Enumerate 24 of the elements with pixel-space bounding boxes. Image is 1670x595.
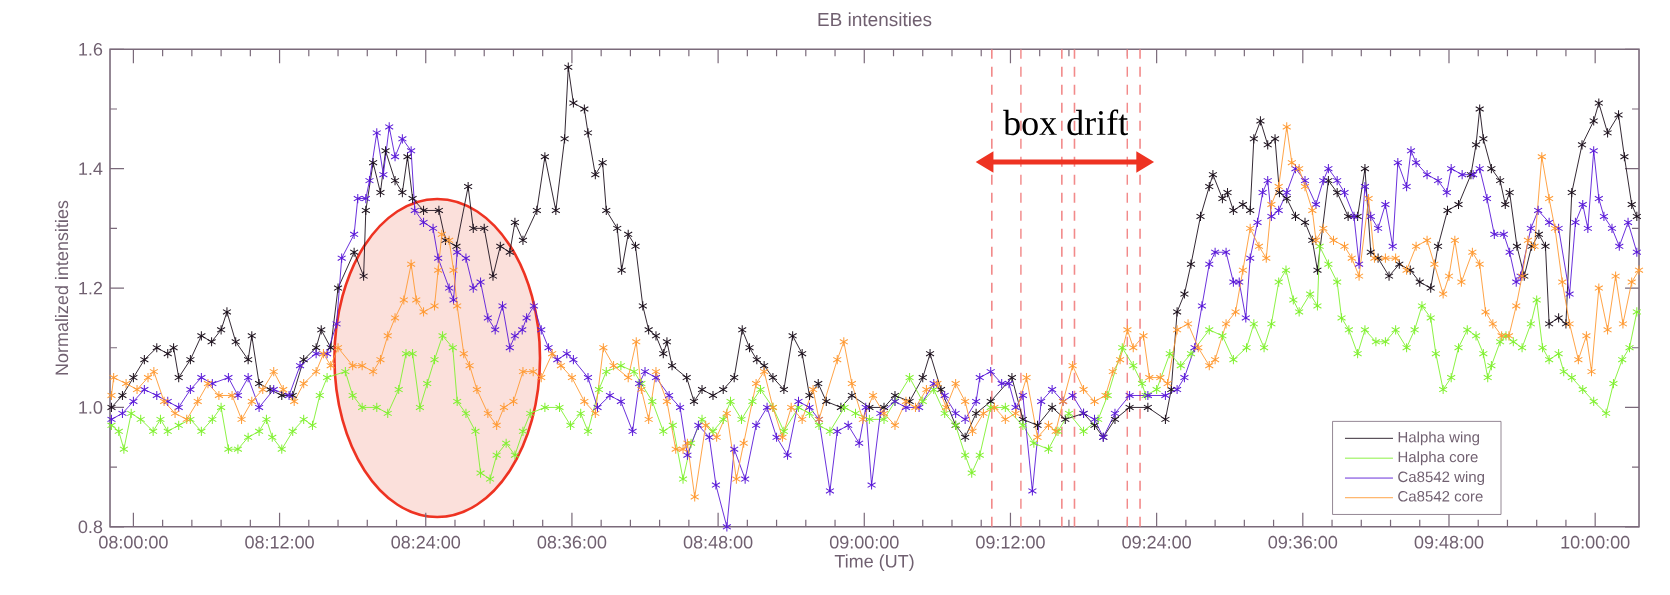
x-tick-label: 09:36:00 [1268,535,1338,549]
x-axis-title: Time (UT) [834,554,914,572]
x-tick-label: 08:12:00 [245,535,314,549]
legend-label: Halpha core [1398,451,1478,466]
x-tick-label: 09:00:00 [829,535,899,549]
x-tick-label: 09:24:00 [1122,535,1191,549]
x-tick-label: 08:36:00 [537,535,607,549]
annotation: box drift [1003,109,1128,136]
legend-label: Ca8542 wing [1398,471,1485,486]
x-tick-label: 10:00:00 [1561,535,1630,549]
y-tick-label: 1.4 [79,162,103,175]
y-tick-label: 1.6 [79,42,103,56]
y-tick-label: 1.2 [79,281,103,295]
legend-label: Ca8542 core [1398,490,1483,502]
legend-label: Halpha wing [1398,431,1479,446]
y-tick-label: 1.0 [79,401,103,414]
y-axis-title: Normalized intensities [54,200,69,375]
x-tick-label: 09:48:00 [1414,535,1484,549]
y-tick-label: 0.8 [78,520,103,534]
chart-title: EB intensities [818,12,932,27]
x-tick-label: 08:48:00 [683,535,753,549]
x-tick-label: 08:24:00 [391,535,461,549]
x-tick-label: 08:00:00 [99,535,168,549]
x-tick-label: 09:12:00 [976,535,1045,549]
